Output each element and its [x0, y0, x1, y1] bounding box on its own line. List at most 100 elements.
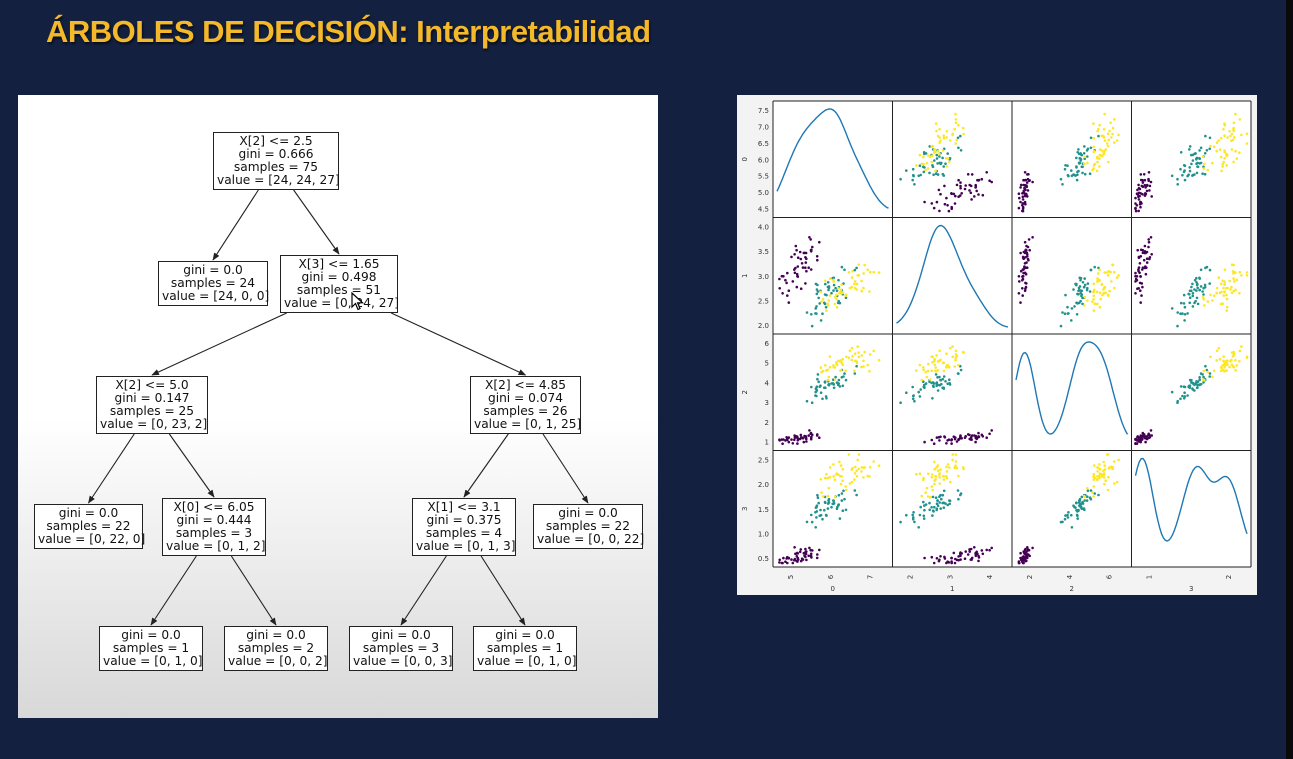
x-tick-label: 4 — [986, 574, 994, 579]
scatter-point — [962, 467, 965, 471]
scatter-point — [957, 372, 960, 375]
scatter-point — [1143, 244, 1147, 248]
scatter-point — [826, 378, 830, 382]
scatter-point — [915, 472, 918, 476]
scatter-point — [938, 439, 941, 442]
scatter-point — [1191, 282, 1194, 286]
scatter-point — [1148, 184, 1152, 188]
scatter-point — [950, 207, 953, 210]
scatter-point — [945, 136, 948, 139]
scatter-point — [1096, 280, 1099, 283]
scatter-point — [1195, 157, 1198, 160]
scatter-point — [841, 467, 845, 471]
y-axis-label: 1 — [741, 274, 749, 278]
scatter-point — [790, 558, 793, 561]
scatter-point — [866, 363, 869, 367]
scatter-point — [814, 511, 817, 514]
scatter-point — [1183, 395, 1187, 398]
scatter-point — [1105, 271, 1109, 274]
scatter-point — [911, 513, 914, 517]
scatter-point — [899, 401, 902, 405]
scatter-point — [1201, 295, 1205, 299]
scatter-point — [1198, 288, 1201, 292]
scatter-point — [860, 354, 864, 357]
scatter-point — [939, 493, 942, 497]
scatter-point — [1103, 271, 1106, 274]
scatter-point — [853, 472, 857, 475]
scatter-point — [942, 375, 946, 378]
scatter-point — [913, 399, 916, 403]
scatter-point — [988, 432, 991, 436]
scatter-point — [1215, 149, 1218, 153]
scatter-point — [1147, 245, 1150, 249]
scatter-point — [1075, 165, 1078, 168]
scatter-point — [944, 162, 947, 165]
y-tick-label: 0.5 — [758, 555, 769, 563]
scatter-point — [856, 458, 859, 462]
scatter-point — [821, 312, 824, 315]
scatter-point — [827, 286, 831, 290]
y-tick-label: 1.0 — [758, 530, 769, 538]
scatter-point — [944, 157, 948, 160]
scatter-point — [796, 256, 800, 259]
scatter-point — [1023, 240, 1027, 244]
scatter-point — [1193, 389, 1196, 392]
scatter-point — [1226, 286, 1229, 290]
scatter-point — [1066, 305, 1069, 309]
scatter-point — [1025, 181, 1029, 184]
scatter-point — [1144, 440, 1147, 444]
scatter-point — [1061, 311, 1064, 314]
tree-node-line: value = [0, 1, 3] — [416, 539, 516, 553]
scatter-point — [833, 378, 837, 381]
scatter-point — [1206, 168, 1210, 172]
scatter-point — [778, 287, 781, 290]
scatter-point — [1179, 301, 1183, 305]
scatter-point — [1096, 160, 1099, 164]
scatter-point — [819, 290, 823, 294]
scatter-point — [1176, 183, 1179, 186]
scatter-point — [1141, 179, 1145, 182]
scatter-point — [1093, 149, 1096, 153]
y-tick-label: 2.5 — [758, 457, 769, 465]
scatter-point — [1183, 164, 1187, 167]
scatter-point — [1229, 360, 1232, 363]
scatter-point — [1201, 373, 1204, 376]
scatter-point — [1141, 251, 1145, 255]
scatter-point — [850, 285, 854, 289]
scatter-point — [936, 469, 940, 473]
scatter-point — [1203, 285, 1207, 289]
scatter-point — [1188, 384, 1192, 388]
scatter-point — [1208, 147, 1211, 151]
scatter-point — [1223, 290, 1226, 293]
scatter-point — [1078, 152, 1081, 156]
tree-node-line: samples = 1 — [112, 641, 190, 655]
scatter-point — [1075, 508, 1078, 512]
scatter-point — [977, 435, 981, 439]
scatter-point — [1098, 279, 1101, 283]
scatter-point — [943, 557, 947, 560]
scatter-point — [853, 282, 856, 286]
scatter-point — [954, 142, 957, 145]
scatter-point — [1021, 204, 1024, 207]
scatter-point — [1093, 265, 1096, 269]
scatter-point — [1191, 387, 1194, 390]
scatter-point — [1081, 281, 1085, 284]
scatter-point — [824, 305, 828, 309]
scatter-point — [923, 166, 926, 169]
scatter-point — [1190, 162, 1193, 166]
scatter-point — [1089, 136, 1093, 140]
scatter-point — [785, 436, 788, 439]
scatter-point — [1196, 286, 1199, 290]
scatter-point — [1092, 485, 1096, 488]
tree-node-line: samples = 51 — [296, 283, 382, 297]
scatter-point — [1230, 363, 1234, 367]
scatter-point — [1025, 559, 1028, 563]
scatter-point — [823, 293, 827, 296]
scatter-point — [1196, 165, 1199, 168]
scatter-point — [944, 366, 948, 369]
scatter-point — [778, 558, 781, 562]
tree-node-line: value = [0, 0, 22] — [537, 532, 645, 546]
scatter-point — [1064, 293, 1067, 297]
scatter-point — [1103, 482, 1106, 486]
scatter-point — [938, 152, 941, 156]
